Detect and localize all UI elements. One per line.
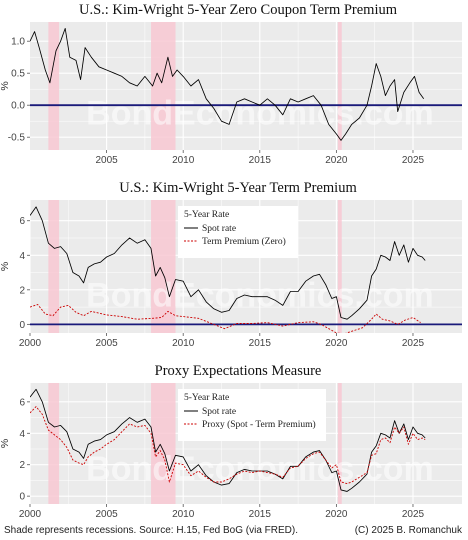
y-tick-label: -0.5: [8, 133, 26, 144]
recession-band: [48, 22, 60, 150]
footer-source: Shade represents recessions. Source: H.1…: [4, 525, 298, 536]
x-tick-label: 2005: [95, 509, 118, 520]
legend-title: 5-Year Rate: [184, 393, 229, 403]
y-tick-label: 0: [19, 492, 25, 503]
series-line-tp: [30, 27, 425, 141]
legend-box: [178, 389, 326, 441]
x-tick-label: 2020: [325, 155, 348, 166]
chart-panel-1: BondEconomics.com 2005 2010 2015 2020 2025 -0.…: [0, 2, 462, 166]
recession-band: [151, 22, 176, 150]
x-tick-label: 2010: [172, 155, 195, 166]
y-tick-label: 0.0: [11, 101, 25, 112]
y-tick-label: 4: [19, 251, 25, 262]
recession-band: [337, 22, 342, 150]
y-tick-label: 2: [19, 285, 25, 296]
y-tick-label: 0: [19, 320, 25, 331]
y-tick-label: 1.0: [11, 37, 25, 48]
legend-box: [178, 206, 298, 258]
watermark-text: BondEconomics.com: [86, 450, 434, 488]
watermark-text: BondEconomics.com: [86, 94, 434, 132]
series-line-proxy: [30, 406, 426, 485]
y-tick-label: 6: [19, 397, 25, 408]
legend-label-spot: Spot rate: [202, 224, 236, 234]
x-tick-label: 2015: [249, 338, 272, 349]
x-tick-label: 2010: [172, 338, 195, 349]
x-tick-label: 2025: [402, 155, 425, 166]
y-tick-label: 6: [19, 216, 25, 227]
x-tick-label: 2010: [172, 509, 195, 520]
recession-band: [337, 383, 342, 504]
recession-band: [151, 200, 176, 333]
x-tick-label: 2020: [325, 338, 348, 349]
recession-band: [48, 200, 60, 333]
recession-band: [48, 383, 60, 504]
x-tick-label: 2015: [249, 509, 272, 520]
x-tick-label: 2005: [95, 155, 118, 166]
recession-band: [337, 200, 342, 333]
watermark-text: BondEconomics.com: [86, 276, 434, 314]
series-line-tp: [30, 304, 421, 333]
legend-label-tp: Term Premium (Zero): [202, 236, 286, 247]
x-tick-label: 2000: [19, 338, 42, 349]
y-tick-label: 2: [19, 460, 25, 471]
x-tick-label: 2005: [95, 338, 118, 349]
x-tick-label: 2015: [249, 155, 272, 166]
x-tick-label: 2025: [402, 338, 425, 349]
recession-band: [151, 383, 176, 504]
x-tick-label: 2025: [402, 509, 425, 520]
legend-label-spot: Spot rate: [202, 407, 236, 417]
y-axis-label: %: [0, 262, 11, 271]
series-line-spot: [30, 206, 426, 320]
x-tick-label: 2000: [19, 509, 42, 520]
y-tick-label: 4: [19, 429, 25, 440]
y-axis-label: %: [0, 81, 11, 90]
legend-title: 5-Year Rate: [184, 210, 229, 220]
y-tick-label: 0.5: [11, 69, 25, 80]
chart-title: Proxy Expectations Measure: [155, 363, 322, 379]
x-tick-label: 2020: [325, 509, 348, 520]
chart-title: U.S.: Kim-Wright 5-Year Term Premium: [119, 180, 357, 196]
chart-title: U.S.: Kim-Wright 5-Year Zero Coupon Term…: [79, 2, 398, 18]
y-axis-label: %: [0, 439, 11, 448]
series-line-spot: [30, 388, 426, 492]
footer-copyright: (C) 2025 B. Romanchuk: [355, 525, 463, 536]
legend-label-proxy: Proxy (Spot - Term Premium): [202, 419, 316, 430]
